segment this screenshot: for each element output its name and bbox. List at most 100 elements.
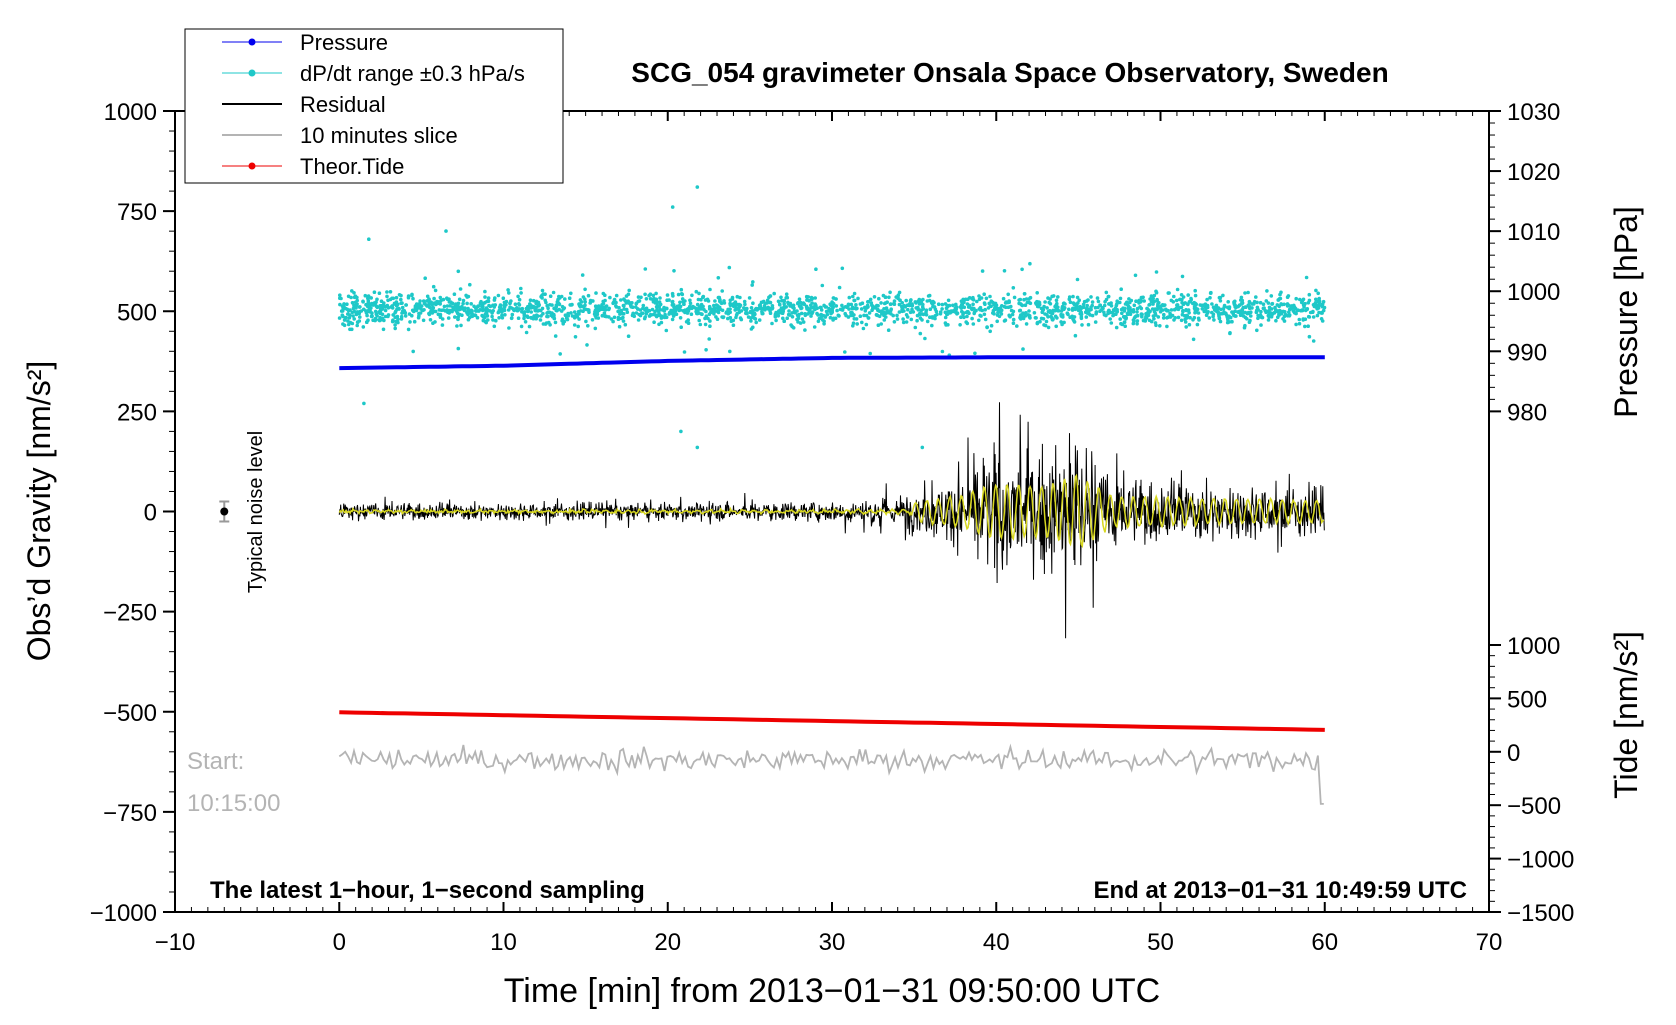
dpdt-point [1315, 313, 1320, 318]
dpdt-point [685, 319, 690, 324]
dpdt-outlier [444, 229, 448, 233]
dpdt-point [1081, 302, 1086, 307]
dpdt-point [699, 297, 703, 302]
dpdt-point [587, 308, 591, 312]
dpdt-point [643, 292, 647, 297]
dpdt-point [935, 312, 939, 317]
dpdt-point [486, 296, 491, 300]
dpdt-point [779, 295, 783, 300]
dpdt-point [1061, 301, 1066, 306]
dpdt-point [1053, 314, 1058, 319]
dpdt-point [889, 312, 893, 316]
dpdt-point [1149, 294, 1154, 298]
dpdt-point [485, 299, 489, 304]
dpdt-point [540, 288, 545, 293]
dpdt-point [1004, 305, 1008, 310]
dpdt-point [799, 311, 804, 316]
dpdt-point [386, 306, 391, 310]
dpdt-point [679, 287, 684, 292]
dpdt-point [1022, 292, 1027, 296]
dpdt-point [1011, 286, 1016, 290]
dpdt-point [503, 313, 507, 317]
pressure-tick-label: 980 [1507, 399, 1547, 426]
dpdt-point [1146, 310, 1151, 314]
dpdt-point [1205, 297, 1209, 302]
dpdt-point [913, 300, 918, 304]
dpdt-point [395, 314, 400, 319]
dpdt-point [840, 308, 845, 312]
dpdt-point [523, 320, 528, 324]
dpdt-point [594, 291, 598, 295]
dpdt-point [516, 316, 521, 321]
dpdt-point [733, 308, 738, 312]
dpdt-point [1183, 317, 1187, 322]
dpdt-point [577, 312, 581, 316]
dpdt-point [1230, 310, 1234, 314]
dpdt-point [507, 326, 511, 330]
dpdt-point [730, 297, 735, 301]
dpdt-point [1147, 318, 1152, 323]
dpdt-point [1070, 314, 1074, 319]
dpdt-point [1123, 324, 1127, 329]
dpdt-point [801, 320, 806, 324]
dpdt-point [454, 309, 459, 313]
dpdt-point [534, 316, 538, 321]
dpdt-point [1303, 301, 1307, 306]
dpdt-point [729, 302, 733, 307]
dpdt-point [708, 319, 712, 323]
end-time-note: End at 2013−01−31 10:49:59 UTC [1093, 877, 1467, 904]
dpdt-point [388, 297, 393, 302]
dpdt-point [682, 302, 686, 307]
dpdt-point [803, 328, 807, 332]
dpdt-point [465, 311, 469, 315]
y-tick-label: 750 [117, 199, 157, 226]
dpdt-point [1020, 267, 1024, 272]
dpdt-point [1178, 297, 1182, 302]
x-tick-label: 0 [333, 929, 346, 956]
dpdt-point [998, 306, 1003, 310]
dpdt-point [629, 305, 633, 309]
dpdt-point [446, 316, 451, 320]
dpdt-point [1278, 292, 1282, 297]
dpdt-point [866, 300, 870, 304]
dpdt-point [647, 293, 651, 298]
dpdt-outlier [695, 185, 700, 189]
dpdt-point [491, 318, 495, 322]
dpdt-point [676, 292, 681, 297]
pressure-tick-label: 1030 [1507, 99, 1560, 126]
dpdt-point [508, 305, 512, 310]
dpdt-point [377, 291, 382, 296]
dpdt-point [339, 296, 343, 301]
dpdt-point [590, 318, 595, 322]
dpdt-point [496, 310, 501, 315]
dpdt-point [457, 297, 462, 302]
dpdt-point [1118, 296, 1123, 301]
dpdt-point [830, 310, 834, 315]
dpdt-point [399, 293, 403, 298]
dpdt-point [1096, 299, 1101, 304]
dpdt-point [1164, 308, 1168, 312]
dpdt-point [1025, 300, 1030, 305]
dpdt-point [859, 307, 864, 311]
dpdt-point [804, 294, 809, 299]
dpdt-point [513, 302, 518, 307]
dpdt-point [1045, 306, 1049, 310]
dpdt-point [645, 308, 650, 313]
dpdt-point [1115, 302, 1119, 306]
dpdt-point [1066, 312, 1070, 317]
dpdt-point [383, 308, 388, 313]
dpdt-point [1289, 306, 1293, 311]
dpdt-point [491, 303, 495, 308]
dpdt-point [1140, 314, 1144, 319]
dpdt-point [792, 306, 796, 311]
dpdt-point [529, 316, 534, 320]
dpdt-point [849, 310, 853, 315]
dpdt-point [907, 303, 912, 308]
dpdt-point [1221, 307, 1226, 311]
dpdt-point [1215, 309, 1219, 314]
dpdt-point [1121, 314, 1126, 319]
tide-tick-label: 500 [1507, 686, 1547, 713]
dpdt-outlier [695, 445, 700, 450]
dpdt-point [1154, 270, 1159, 274]
dpdt-point [1168, 311, 1172, 316]
